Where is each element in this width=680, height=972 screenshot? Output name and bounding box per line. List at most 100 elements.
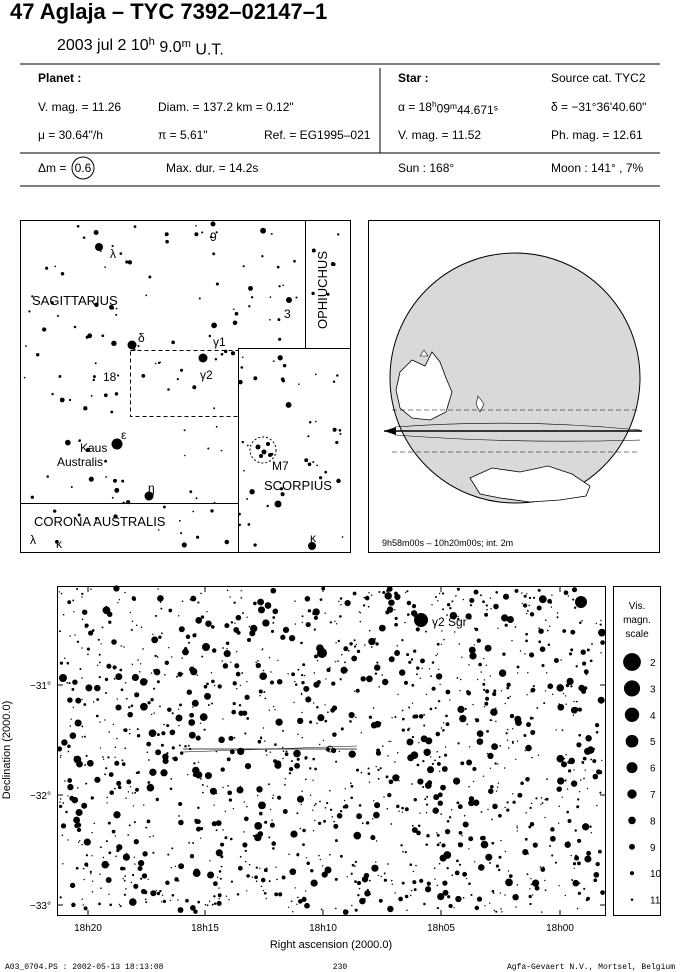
star xyxy=(153,712,155,714)
star xyxy=(287,673,289,675)
star xyxy=(374,672,378,675)
star xyxy=(279,487,284,491)
star xyxy=(583,669,589,675)
star xyxy=(409,863,413,866)
finder-label: OPHIUCHUS xyxy=(315,251,330,329)
star xyxy=(103,393,108,398)
star xyxy=(93,230,99,235)
star xyxy=(67,750,70,753)
star xyxy=(81,736,84,738)
star xyxy=(456,859,459,863)
star xyxy=(416,673,418,676)
star xyxy=(556,684,564,692)
star xyxy=(383,796,385,798)
legend-label: 10 xyxy=(650,869,662,880)
star xyxy=(148,729,157,738)
star xyxy=(493,689,497,693)
star xyxy=(203,728,206,731)
star xyxy=(415,864,417,867)
star xyxy=(377,777,380,780)
star xyxy=(301,615,304,618)
star xyxy=(324,704,326,706)
star xyxy=(302,828,306,833)
star xyxy=(583,887,586,890)
star xyxy=(420,735,428,743)
finder-label: SCORPIUS xyxy=(264,478,332,493)
star xyxy=(266,504,269,508)
star xyxy=(217,684,222,689)
star xyxy=(505,732,508,735)
star xyxy=(178,519,181,522)
star xyxy=(116,849,120,853)
star xyxy=(284,784,286,786)
star xyxy=(470,893,473,896)
star xyxy=(253,543,257,547)
star xyxy=(276,265,280,269)
star xyxy=(401,728,405,732)
star xyxy=(259,672,268,681)
star xyxy=(370,835,376,841)
x-tick-label: 18h20 xyxy=(74,923,102,934)
star xyxy=(215,231,218,234)
star xyxy=(438,756,441,758)
star xyxy=(241,672,244,674)
star xyxy=(457,617,460,621)
star xyxy=(357,893,360,897)
star xyxy=(337,233,340,236)
star xyxy=(122,866,126,871)
star xyxy=(430,756,432,758)
star xyxy=(210,509,214,513)
star xyxy=(375,840,378,842)
star xyxy=(125,260,129,264)
star xyxy=(274,743,277,746)
star xyxy=(462,871,468,877)
star xyxy=(142,648,144,650)
star xyxy=(597,696,605,704)
star xyxy=(144,898,147,901)
star xyxy=(208,900,211,903)
star xyxy=(296,903,298,905)
star xyxy=(398,896,403,902)
star xyxy=(507,747,510,749)
star xyxy=(257,831,264,837)
star xyxy=(600,619,602,622)
star xyxy=(134,791,137,794)
star xyxy=(115,704,122,711)
star xyxy=(161,894,164,896)
star xyxy=(435,673,443,680)
star xyxy=(576,805,580,809)
star xyxy=(294,680,296,683)
star xyxy=(74,756,76,758)
star xyxy=(135,624,138,627)
star xyxy=(117,374,120,377)
star xyxy=(433,794,440,801)
star xyxy=(418,714,424,719)
star xyxy=(222,829,224,831)
star xyxy=(236,687,238,690)
star xyxy=(525,744,532,752)
star xyxy=(504,894,506,896)
star xyxy=(570,648,574,652)
star xyxy=(215,425,218,428)
star xyxy=(226,757,231,762)
star xyxy=(215,282,219,286)
star xyxy=(574,829,577,832)
star xyxy=(492,892,495,894)
star xyxy=(199,826,204,831)
star xyxy=(547,683,554,690)
star xyxy=(278,337,282,341)
star xyxy=(255,866,258,869)
star xyxy=(521,602,523,605)
star xyxy=(150,698,154,702)
star xyxy=(272,794,274,797)
star xyxy=(213,501,216,504)
star xyxy=(372,707,375,709)
star xyxy=(178,863,185,870)
star xyxy=(382,591,386,594)
sky-frame xyxy=(57,586,606,916)
star xyxy=(493,909,496,912)
star xyxy=(489,597,492,599)
star xyxy=(154,654,157,658)
star xyxy=(572,598,575,601)
star xyxy=(516,740,519,742)
